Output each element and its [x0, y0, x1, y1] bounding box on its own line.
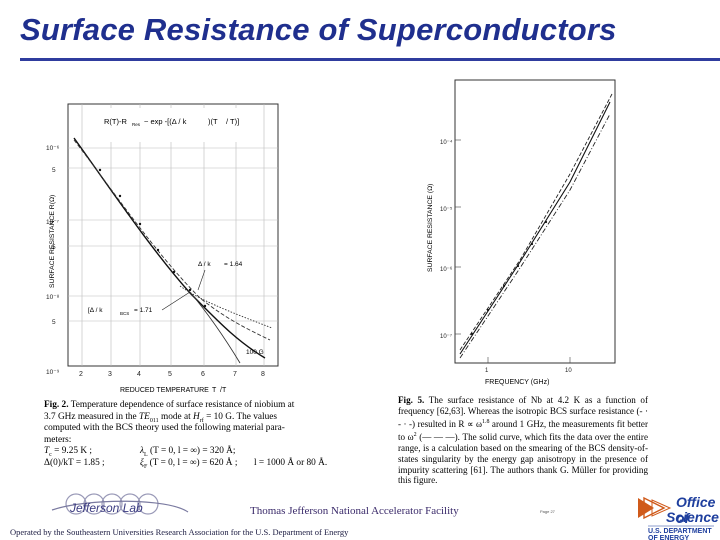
- caption-field: H: [193, 411, 200, 422]
- x-axis-label: REDUCED TEMPERATURE: [120, 387, 209, 394]
- formula-right-3: / T)]: [226, 117, 239, 126]
- curve-thin: [189, 291, 241, 364]
- ytick: 10⁻⁸: [46, 294, 60, 301]
- office-logo-line1: Office of: [676, 494, 716, 526]
- jefferson-lab-logo: Jefferson Lab: [51, 493, 189, 515]
- annotation-upper-value: = 1.64: [224, 261, 243, 268]
- annotation-upper: Δ / k: [198, 261, 211, 268]
- data-points: [98, 168, 207, 308]
- curve-dashed: [459, 93, 613, 351]
- param-xi: ξ: [140, 457, 144, 468]
- plot-frame: [67, 103, 279, 367]
- annotation-lower: [Δ / k: [88, 307, 103, 314]
- ytick: 10⁻⁹: [46, 369, 60, 376]
- annotation-lower-value: = 1.71: [134, 307, 153, 314]
- figure-frequency-dependence: 10⁻⁴ 10⁻⁵ 10⁻⁶ 10⁻⁷ 1 10 FREQUENCY (GHz)…: [400, 72, 665, 390]
- param-tc: T: [44, 446, 50, 456]
- caption-line: mode at: [160, 411, 191, 422]
- office-of-science-logo: [634, 494, 714, 527]
- caption-label: Fig. 5.: [398, 395, 425, 405]
- formula-right-2: )(T: [208, 117, 218, 126]
- plot-frame: [454, 79, 616, 364]
- footer-facility-name: Thomas Jefferson National Accelerator Fa…: [250, 505, 459, 517]
- formula-left: R(T)-R: [104, 117, 127, 126]
- ytick: 10⁻⁷: [440, 333, 452, 340]
- data-points: [470, 220, 548, 336]
- ytick: 10⁻⁴: [440, 139, 453, 146]
- xtick: 7: [233, 371, 237, 378]
- exponent: 1.8: [481, 418, 490, 425]
- slide-title: Surface Resistance of Superconductors: [20, 12, 617, 47]
- x-axis-label-tc: T: [212, 387, 217, 394]
- xtick: 1: [485, 368, 489, 374]
- ytick: 10⁻⁶: [46, 145, 60, 152]
- caption-line: = 10 G. The values: [206, 411, 277, 422]
- caption-line: computed with the BCS theory used the fo…: [44, 423, 285, 433]
- caption-line: meters:: [44, 434, 72, 445]
- jlab-logo-text: Jefferson Lab: [69, 501, 143, 515]
- footer-operator-note: Operated by the Southeastern Universitie…: [10, 527, 349, 537]
- xtick: 10: [565, 368, 572, 374]
- title-underline: [20, 58, 720, 61]
- formula-left-sub: Res: [132, 122, 141, 127]
- formula-right: ~ exp -[(Δ / k: [144, 117, 187, 126]
- annotation-100g: 100 G: [246, 349, 264, 356]
- caption-text: around 1 GHz, the measurements fit bette…: [398, 418, 648, 442]
- caption-line: 3.7 GHz measured in the: [44, 411, 137, 422]
- ytick: 10⁻⁷: [46, 219, 60, 226]
- office-logo-line3: U.S. DEPARTMENT OF ENERGY: [648, 528, 712, 540]
- ytick: 5: [52, 167, 56, 174]
- xtick: 2: [79, 371, 83, 378]
- caption-text: (— — —). The solid curve, which fits the…: [398, 431, 648, 486]
- xtick: 5: [168, 371, 172, 378]
- caption-text: The surface resistance of Nb at 4.2 K as…: [398, 395, 649, 429]
- param-gap: Δ(0)/kT = 1.85 ;: [44, 457, 105, 468]
- exponent: 2: [413, 431, 417, 438]
- ytick: 10⁻⁵: [440, 206, 453, 213]
- grid-lines: [68, 104, 278, 366]
- tick-marks: [455, 139, 571, 363]
- caption-mode: TE: [139, 411, 150, 422]
- y-axis-label: SURFACE RESISTANCE R(Ω): [49, 195, 56, 288]
- page-number: Page 27: [540, 509, 555, 514]
- param-lambda-value: (T = 0, l = ∞) = 320 Å;: [150, 446, 236, 456]
- x-axis-label: FREQUENCY (GHz): [485, 379, 549, 386]
- param-tc-value: = 9.25 K ;: [54, 446, 92, 456]
- ytick: 5: [52, 319, 56, 326]
- curve-dashdot: [459, 113, 611, 359]
- figure-5-caption: Fig. 5. The surface resistance of Nb at …: [398, 395, 648, 486]
- caption-line: Temperature dependence of surface resist…: [70, 400, 295, 410]
- param-l: l = 1000 Å or 80 Å.: [254, 457, 328, 468]
- curve-dashed: [73, 139, 271, 341]
- xtick: 6: [201, 371, 205, 378]
- xtick: 4: [137, 371, 141, 378]
- figure-temperature-dependence: R(T)-R Res ~ exp -[(Δ / k )(T / T)] 10⁻⁶…: [40, 78, 290, 398]
- ytick: 10⁻⁶: [440, 266, 453, 273]
- param-xi-value: (T = 0, l = ∞) = 620 Å ;: [149, 457, 238, 468]
- office-logo-line2: Science: [666, 509, 719, 525]
- ytick: 5: [52, 244, 56, 251]
- xtick: 8: [261, 371, 265, 378]
- y-axis-label: SURFACE RESISTANCE (Ω): [427, 184, 434, 272]
- param-lambda: λ: [140, 446, 145, 456]
- x-axis-label-tail: /T: [220, 387, 227, 394]
- xtick: 3: [108, 371, 112, 378]
- annotation-lower-sub: BCS: [120, 311, 129, 316]
- caption-label: Fig. 2.: [44, 400, 69, 410]
